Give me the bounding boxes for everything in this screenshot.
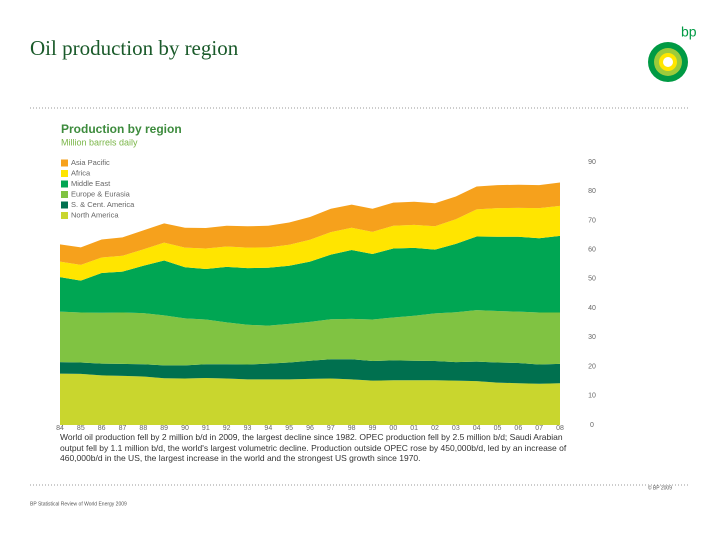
x-tick-label: 00 [389,425,397,432]
y-tick-label: 60 [588,247,596,254]
logo: bp [648,24,697,82]
x-tick-label: 96 [306,425,314,432]
x-tick-label: 98 [348,425,356,432]
copyright: © BP 2009 [648,484,672,491]
legend-swatch [61,170,68,177]
chart-subtitle: Million barrels daily [61,137,138,147]
legend-swatch [61,159,68,167]
legend-label: Middle East [71,179,111,188]
x-tick-label: 08 [556,425,564,432]
x-tick-label: 88 [139,425,147,432]
x-tick-label: 87 [119,425,127,432]
x-tick-label: 95 [285,425,293,432]
x-tick-label: 07 [535,425,543,432]
area [60,235,560,326]
x-tick-label: 89 [160,425,168,432]
y-tick-label: 90 [588,159,596,166]
x-tick-label: 06 [514,425,522,432]
x-tick-label: 97 [327,425,335,432]
annotation: World oil production fell by 2 million b… [60,432,567,463]
area [60,373,560,425]
y-tick-label: 80 [588,188,596,195]
y-tick-label: 0 [590,422,594,429]
x-tick-label: 86 [98,425,106,432]
legend-label: Africa [71,168,91,177]
legend-label: Europe & Eurasia [71,189,131,198]
source: BP Statistical Review of World Energy 20… [30,501,127,507]
x-tick-label: 04 [473,425,481,432]
x-tick-label: 85 [77,425,85,432]
area [60,182,560,265]
legend-swatch [61,212,68,219]
legend-label: Asia Pacific [71,158,110,167]
x-tick-label: 94 [264,425,272,432]
x-tick-label: 84 [56,425,64,432]
area [60,205,560,281]
x-tick-label: 91 [202,425,210,432]
x-tick-label: 03 [452,425,460,432]
chart-title: Production by region [61,122,182,136]
legend-swatch [61,191,68,198]
x-tick-label: 92 [223,425,231,432]
y-tick-label: 30 [588,334,596,341]
x-tick-label: 90 [181,425,189,432]
x-tick-label: 93 [244,425,252,432]
y-tick-label: 20 [588,363,596,370]
slide-title: Oil production by region [30,36,239,60]
x-tick-label: 02 [431,425,439,432]
x-tick-label: 01 [410,425,418,432]
legend-swatch [61,201,68,209]
x-tick-label: 99 [369,425,377,432]
legend-swatch [61,180,68,188]
y-tick-label: 10 [588,393,596,400]
y-tick-label: 40 [588,305,596,312]
x-tick-label: 05 [494,425,502,432]
y-tick-label: 50 [588,276,596,283]
y-tick-label: 70 [588,217,596,224]
legend-label: North America [71,210,119,219]
legend-label: S. & Cent. America [71,200,135,209]
area [60,310,560,366]
logo-text: bp [681,24,697,40]
